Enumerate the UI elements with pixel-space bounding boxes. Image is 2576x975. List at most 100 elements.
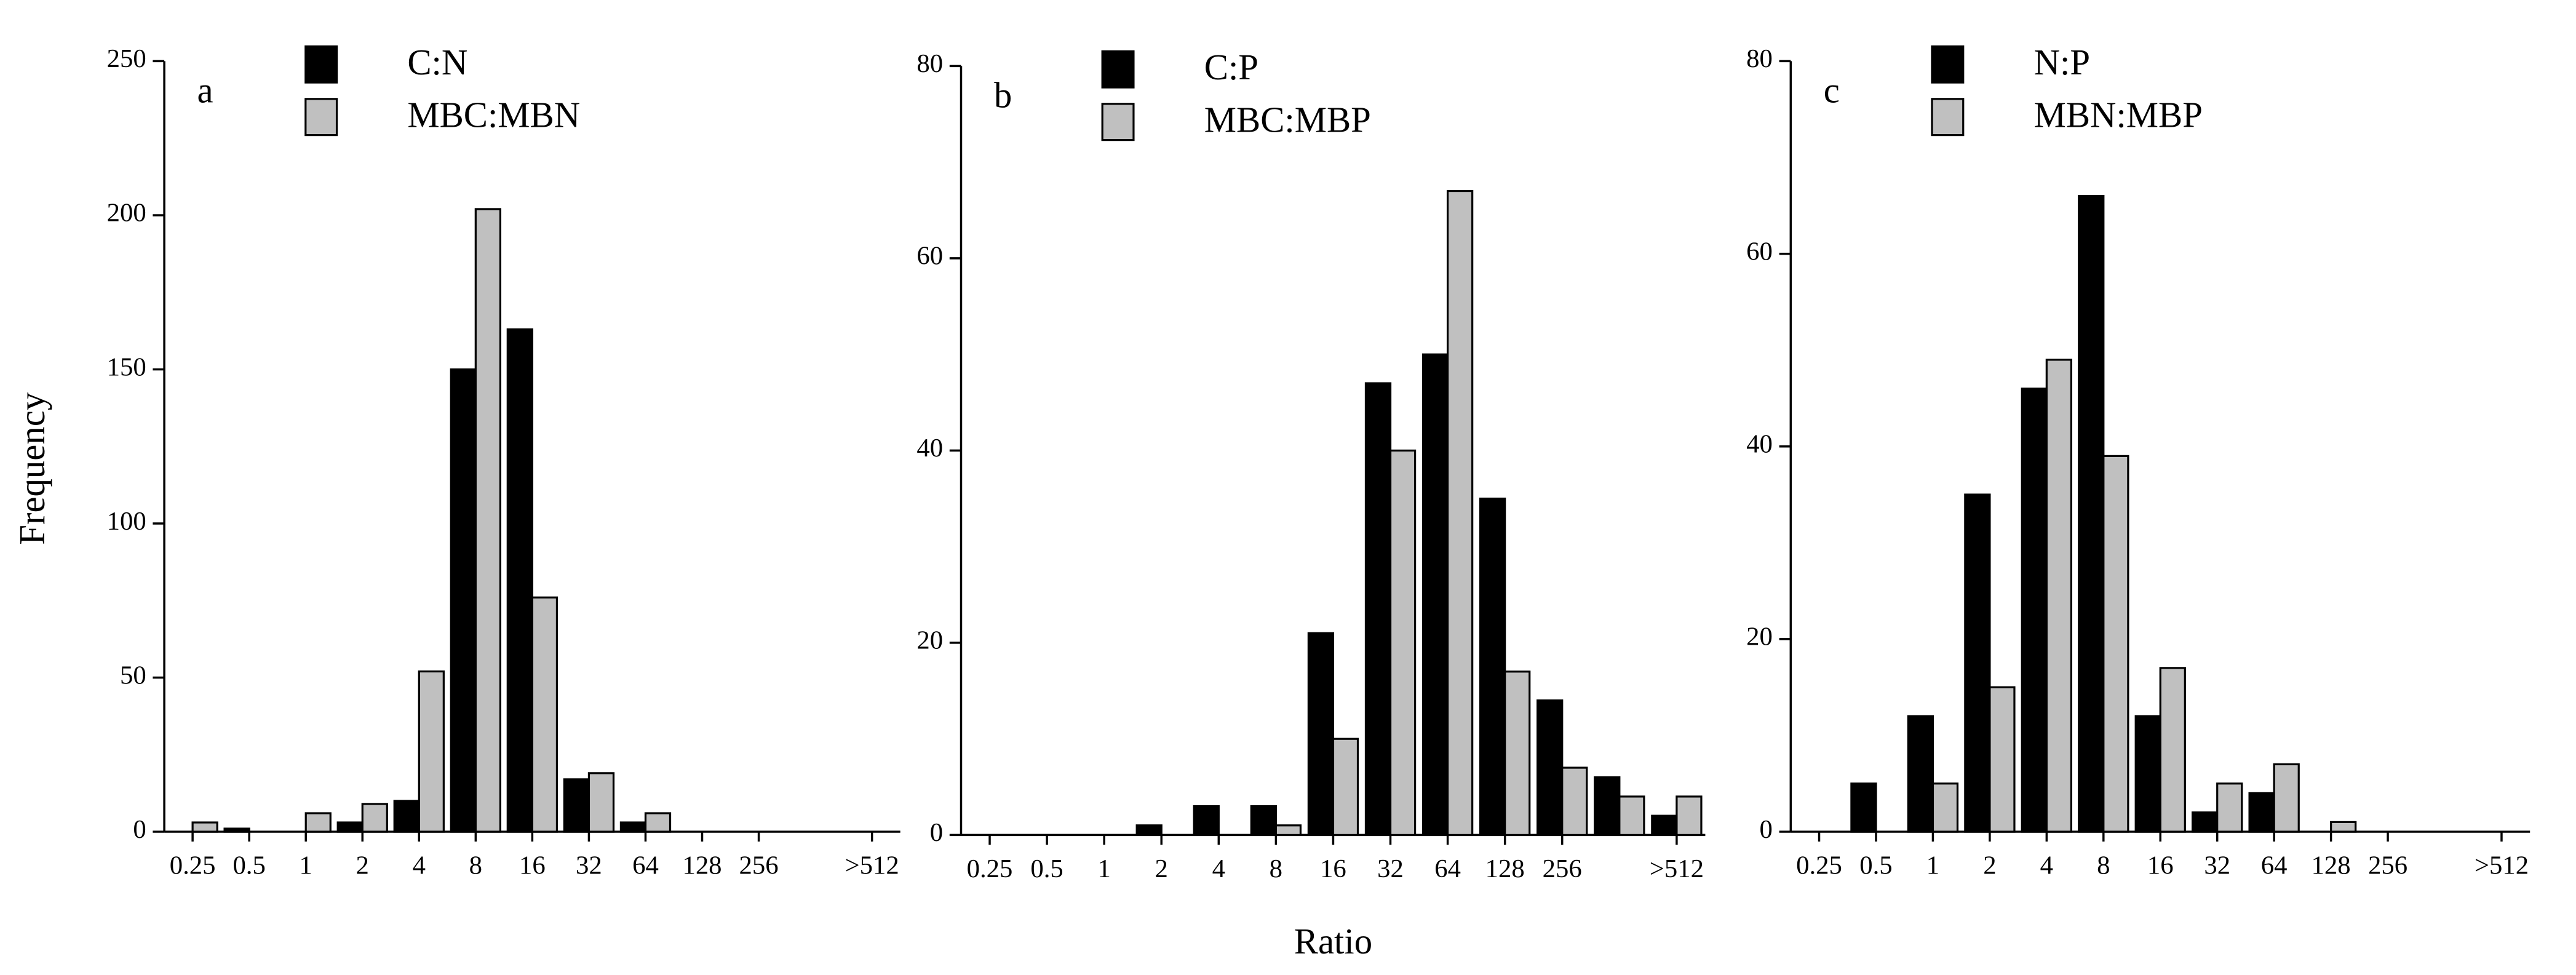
bar (474, 208, 501, 833)
y-tick-label: 40 (1746, 430, 1773, 459)
x-tick-label: 0.5 (1030, 854, 1063, 883)
x-tick-label: 2 (1983, 851, 1996, 880)
x-tick-label: >512 (1650, 854, 1704, 883)
y-tick-label: 50 (120, 661, 146, 690)
bar (1479, 497, 1506, 837)
bar (1307, 632, 1335, 837)
bar (531, 596, 559, 833)
bar (2021, 388, 2048, 833)
x-tick-label: 256 (739, 851, 779, 880)
bar (1250, 805, 1277, 837)
bar (1594, 776, 1621, 837)
x-tick-label: 1 (300, 851, 312, 880)
legend-label: C:P (1204, 47, 1258, 87)
bar (336, 821, 364, 833)
bar (563, 778, 590, 833)
legend-label: MBC:MBP (1204, 100, 1371, 140)
legend-swatch (304, 45, 338, 84)
bar (2192, 811, 2219, 833)
legend-swatch (1101, 103, 1135, 141)
y-tick-label: 20 (916, 626, 943, 655)
x-tick-label: 32 (576, 851, 602, 880)
y-tick-label: 200 (107, 199, 146, 228)
bar (2159, 667, 2186, 833)
legend-swatch (1931, 98, 1965, 137)
y-tick-label: 40 (916, 434, 943, 463)
x-tick-label: 256 (2368, 851, 2407, 880)
y-tick-label: 60 (916, 242, 943, 271)
x-tick-label: 8 (1270, 854, 1282, 883)
x-tick-label: 8 (2097, 851, 2110, 880)
bar (587, 772, 615, 833)
panel-label: a (197, 70, 213, 110)
y-tick-label: 80 (916, 49, 943, 78)
legend-swatch (1101, 50, 1135, 89)
x-tick-label: 32 (2204, 851, 2230, 880)
y-tick-label: 250 (107, 44, 146, 73)
bar (1536, 699, 1564, 837)
bar (1364, 382, 1392, 837)
bar (1561, 766, 1588, 837)
bar (1850, 782, 1877, 833)
x-tick-label: 2 (1155, 854, 1168, 883)
bar (1651, 814, 1678, 837)
bar (1332, 738, 1359, 837)
x-axis-title: Ratio (1294, 921, 1372, 961)
legend-label: MBN:MBP (2034, 95, 2203, 135)
bar (2273, 763, 2300, 833)
bar (393, 800, 420, 833)
x-tick-label: 128 (682, 851, 722, 880)
y-axis-title: Frequency (12, 392, 52, 545)
x-tick-label: 16 (1320, 854, 1346, 883)
bar (1389, 449, 1417, 837)
bar (1964, 493, 1991, 833)
bar (2134, 715, 2161, 833)
bar (2330, 821, 2357, 833)
x-tick-label: 128 (1485, 854, 1525, 883)
x-tick-label: 8 (469, 851, 482, 880)
x-tick-label: 0.25 (967, 854, 1013, 883)
x-tick-label: 1 (1097, 854, 1110, 883)
y-tick-label: 0 (1760, 815, 1773, 844)
legend-label: MBC:MBN (407, 95, 580, 135)
bar (450, 368, 477, 833)
bar (2248, 792, 2275, 833)
bar (2102, 455, 2129, 833)
bar (644, 812, 672, 833)
bar (1421, 353, 1449, 837)
x-tick-label: 64 (1434, 854, 1461, 883)
x-tick-label: 0.25 (170, 851, 216, 880)
x-tick-label: 4 (413, 851, 426, 880)
y-tick-label: 100 (107, 507, 146, 536)
x-tick-label: 64 (632, 851, 659, 880)
x-tick-label: 32 (1377, 854, 1404, 883)
bar (1135, 824, 1163, 837)
bar (2216, 782, 2243, 833)
x-tick-label: 1 (1926, 851, 1939, 880)
bar (2045, 359, 2073, 833)
bar (1193, 805, 1220, 837)
legend-swatch (304, 98, 338, 137)
bar (1274, 824, 1302, 837)
legend-swatch (1931, 45, 1965, 84)
x-tick-label: 0.25 (1796, 851, 1842, 880)
bar (506, 328, 533, 833)
bar (191, 821, 218, 833)
bar (2078, 195, 2105, 833)
x-tick-label: 16 (2147, 851, 2174, 880)
x-tick-label: 4 (2040, 851, 2053, 880)
y-tick-label: 0 (133, 815, 146, 844)
bar (1931, 782, 1959, 833)
bar (1907, 715, 1934, 833)
x-tick-label: 16 (519, 851, 546, 880)
bar (1676, 795, 1703, 837)
bar (619, 821, 647, 833)
bar (304, 812, 332, 833)
legend-label: N:P (2034, 42, 2090, 82)
y-tick-label: 20 (1746, 623, 1773, 651)
panel-label: b (994, 75, 1012, 115)
y-tick-label: 60 (1746, 237, 1773, 266)
bar (223, 827, 250, 833)
